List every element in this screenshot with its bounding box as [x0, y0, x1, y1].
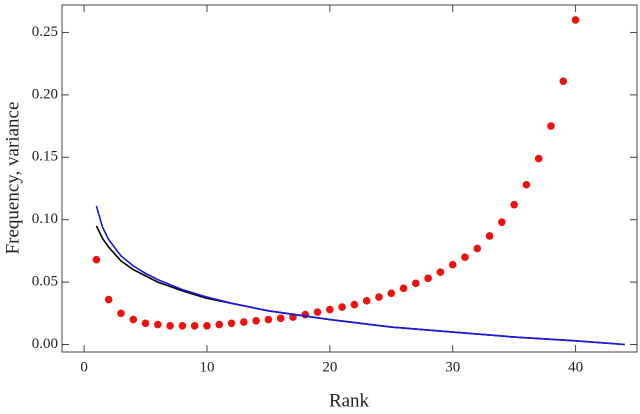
x-tick-label: 40: [568, 359, 583, 375]
point: [203, 321, 211, 330]
x-axis-title: Rank: [329, 390, 370, 411]
point: [461, 253, 469, 261]
point: [473, 244, 482, 253]
point: [436, 268, 445, 276]
y-tick-label: 0.00: [32, 336, 58, 352]
point: [362, 297, 371, 305]
point: [399, 284, 408, 293]
point: [154, 320, 162, 329]
point: [387, 289, 396, 298]
point: [547, 122, 555, 130]
plot-frame: [61, 4, 638, 353]
point: [227, 319, 236, 328]
point: [448, 260, 457, 269]
x-tick-label: 10: [199, 359, 214, 375]
point: [190, 321, 199, 330]
point: [178, 321, 187, 330]
point: [571, 16, 580, 24]
point: [264, 315, 273, 324]
point: [252, 316, 260, 325]
point: [424, 274, 432, 283]
point: [412, 279, 420, 288]
y-axis-title: Frequency, variance: [2, 102, 23, 255]
x-tick-label: 30: [445, 359, 460, 375]
x-tick-label: 20: [322, 359, 337, 375]
point: [559, 77, 568, 85]
point: [485, 232, 494, 240]
point: [522, 180, 531, 189]
y-tick-label: 0.15: [32, 149, 58, 165]
point: [534, 154, 543, 163]
y-tick-label: 0.05: [32, 274, 58, 290]
point: [240, 318, 248, 326]
point: [215, 320, 224, 329]
y-tick-label: 0.25: [32, 24, 58, 40]
point: [338, 303, 346, 311]
y-tick-label: 0.10: [32, 211, 58, 227]
y-tick-label: 0.20: [32, 86, 58, 102]
point: [326, 305, 334, 314]
point: [313, 308, 322, 316]
point: [375, 293, 383, 301]
point: [350, 300, 359, 309]
point: [498, 218, 506, 226]
point: [276, 314, 285, 323]
point: [104, 295, 113, 304]
point: [510, 200, 518, 209]
point: [166, 321, 174, 330]
line: [95, 225, 625, 346]
line: [95, 205, 625, 346]
point: [92, 255, 101, 264]
point: [141, 319, 150, 328]
x-tick-label: 0: [80, 359, 88, 375]
point: [117, 309, 125, 318]
point: [129, 315, 138, 324]
